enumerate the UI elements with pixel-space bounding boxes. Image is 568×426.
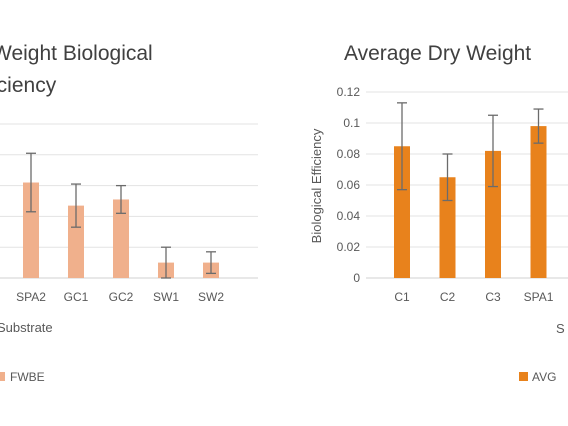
right-bar-spa1 xyxy=(530,126,547,278)
right-chart-title: Average Dry Weight xyxy=(344,42,531,65)
right-x-tick-label: SPA1 xyxy=(524,290,554,304)
right-x-axis-title: S xyxy=(556,321,565,336)
left-legend-label: FWBE xyxy=(10,370,45,384)
left-error-bars xyxy=(26,152,216,279)
left-chart-title: Weight Biological xyxy=(0,42,153,65)
right-bar-c1 xyxy=(394,146,410,278)
right-x-tick-labels: C1 C2 C3 SPA1 xyxy=(394,290,553,304)
right-y-tick-labels: 0 0.02 0.04 0.06 0.08 0.1 0.12 xyxy=(337,85,361,285)
right-y-tick-label: 0.08 xyxy=(337,147,361,161)
left-x-tick-labels: SPA2 GC1 GC2 SW1 SW2 xyxy=(16,290,224,304)
right-x-tick-label: C1 xyxy=(394,290,410,304)
left-bar-spa2 xyxy=(23,182,39,278)
left-legend: FWBE xyxy=(0,370,45,384)
left-chart-subtitle: iciency xyxy=(0,74,57,97)
left-x-tick-label: GC1 xyxy=(64,290,89,304)
left-x-tick-label: GC2 xyxy=(109,290,134,304)
right-legend: AVG xyxy=(519,370,556,384)
left-legend-swatch xyxy=(0,372,5,381)
left-x-tick-label: SPA2 xyxy=(16,290,46,304)
right-y-tick-label: 0.1 xyxy=(343,116,360,130)
right-bar-c2 xyxy=(439,177,456,278)
right-bars xyxy=(394,126,547,278)
right-x-tick-label: C3 xyxy=(485,290,501,304)
right-y-tick-label: 0.06 xyxy=(337,178,361,192)
right-legend-label: AVG xyxy=(532,370,556,384)
right-y-tick-label: 0.04 xyxy=(337,209,361,223)
left-x-tick-label: SW1 xyxy=(153,290,179,304)
left-x-axis-title: Substrate xyxy=(0,320,53,335)
right-chart: Average Dry Weight Biological Efficiency… xyxy=(309,42,568,384)
right-bar-c3 xyxy=(485,150,501,278)
right-error-bars xyxy=(397,102,544,202)
right-y-tick-label: 0.12 xyxy=(337,85,361,99)
right-legend-swatch xyxy=(519,372,528,381)
left-x-tick-label: SW2 xyxy=(198,290,224,304)
left-bar-gc1 xyxy=(68,205,84,278)
right-y-axis-title: Biological Efficiency xyxy=(309,128,324,243)
left-bar-gc2 xyxy=(113,199,129,278)
right-y-tick-label: 0.02 xyxy=(337,240,361,254)
right-y-tick-label: 0 xyxy=(353,271,360,285)
left-chart: Weight Biological iciency SPA2GC1GC2SW1S… xyxy=(0,42,258,384)
right-x-tick-label: C2 xyxy=(440,290,456,304)
